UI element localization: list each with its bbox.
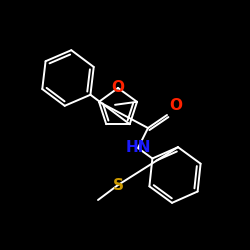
Text: S: S bbox=[112, 178, 124, 192]
Text: O: O bbox=[112, 80, 124, 96]
Text: O: O bbox=[169, 98, 182, 113]
Text: HN: HN bbox=[125, 140, 151, 156]
